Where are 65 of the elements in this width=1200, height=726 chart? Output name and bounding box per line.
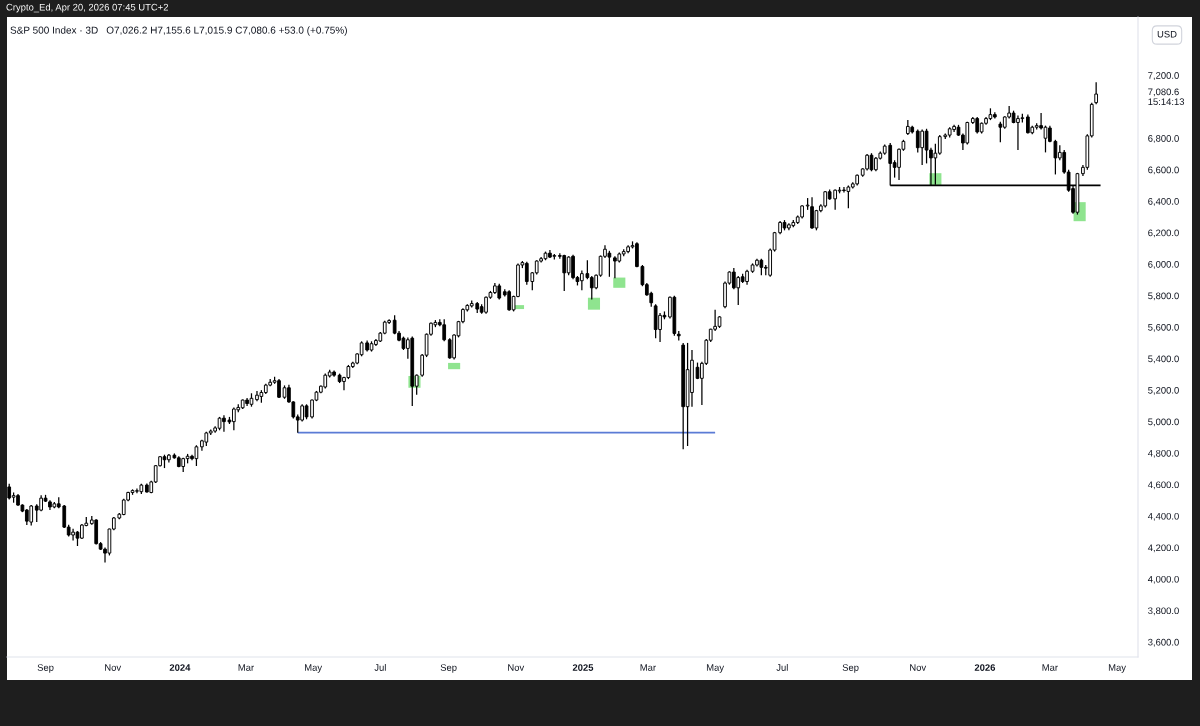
x-tick-label: Mar	[1042, 664, 1058, 671]
y-tick-label: 4,600.0	[1147, 481, 1179, 490]
y-tick-label: 6,800.0	[1148, 135, 1179, 143]
x-tick-label: Mar	[640, 664, 656, 671]
y-tick-label: 4,200.0	[1147, 544, 1179, 553]
y-tick-label: 4,000.0	[1147, 575, 1179, 584]
x-tick-label: Sep	[842, 664, 859, 673]
y-tick-label: 4,400.0	[1147, 512, 1179, 521]
bar	[587, 297, 601, 310]
y-tick-label: 7,200.0	[1148, 72, 1179, 80]
y-tick-label: 6,200.0	[1148, 229, 1179, 238]
y-tick-label: 5,400.0	[1148, 355, 1179, 364]
x-tick-label: Jul	[776, 663, 788, 671]
y-tick-label: 6,400.0	[1148, 198, 1179, 206]
candlestick	[1016, 114, 1020, 151]
candlestick	[810, 196, 814, 230]
x-tick-label: Sep	[440, 664, 457, 673]
bar	[613, 277, 626, 288]
x-tick-label: May	[305, 664, 323, 673]
y-tick-label: 3,600.0	[1148, 638, 1179, 647]
y-tick-label: 5,800.0	[1148, 292, 1179, 301]
bar	[448, 362, 461, 370]
candlestick	[846, 184, 851, 209]
text: O7,026.2 H7,155.6 L7,015.9 C7,080.6 +53.0 (+0.75%)	[106, 26, 347, 36]
candlestick	[571, 254, 575, 280]
candlestick	[562, 254, 567, 292]
x-tick-label: 2024	[169, 664, 191, 671]
candlestick	[731, 267, 736, 290]
x-tick-label: 2025	[572, 664, 594, 671]
candlestick	[920, 128, 925, 166]
y-tick-label: 5,000.0	[1148, 418, 1179, 427]
candlestick	[194, 444, 199, 467]
x-tick-label: 2026	[974, 664, 996, 671]
candlestick	[507, 289, 512, 312]
candlestick	[613, 255, 617, 279]
x-tick-label: Nov	[508, 664, 525, 671]
candlestick	[869, 152, 874, 172]
x-tick-label: Mar	[238, 664, 254, 671]
candlestick	[842, 186, 846, 194]
x-tick-label: Nov	[105, 664, 122, 671]
y-tick-label: 4,800.0	[1147, 449, 1179, 458]
candlestick	[1094, 81, 1099, 105]
text: S&P 500 Index · 3D	[10, 26, 98, 34]
candlestick	[94, 518, 99, 546]
candlestick	[29, 504, 34, 527]
y-axis-title: USD	[1157, 30, 1177, 38]
candlestick	[447, 337, 452, 360]
x-tick-label: May	[1108, 664, 1126, 673]
y-tick-label: 5,600.0	[1148, 323, 1179, 332]
y-tick-label: 6,000.0	[1148, 261, 1179, 269]
y-tick-label: 3,800.0	[1148, 607, 1179, 616]
candlestick	[653, 303, 658, 339]
candlestick	[442, 318, 447, 342]
y-tick-label: 6,600.0	[1148, 166, 1179, 175]
candlestick	[1026, 113, 1030, 135]
candlestick	[736, 275, 741, 306]
text: Crypto_Ed, Apr 20, 2026 07:45 UTC+2	[6, 3, 169, 13]
y-tick-label: 5,200.0	[1148, 386, 1179, 395]
x-tick-label: Sep	[37, 664, 54, 673]
text: 7,080.6 15:14:13	[1148, 88, 1185, 105]
x-tick-label: Jul	[374, 663, 386, 671]
candlestick	[566, 255, 571, 276]
candlestick	[589, 275, 594, 301]
x-tick-label: Nov	[910, 664, 927, 671]
x-tick-label: May	[706, 664, 725, 673]
